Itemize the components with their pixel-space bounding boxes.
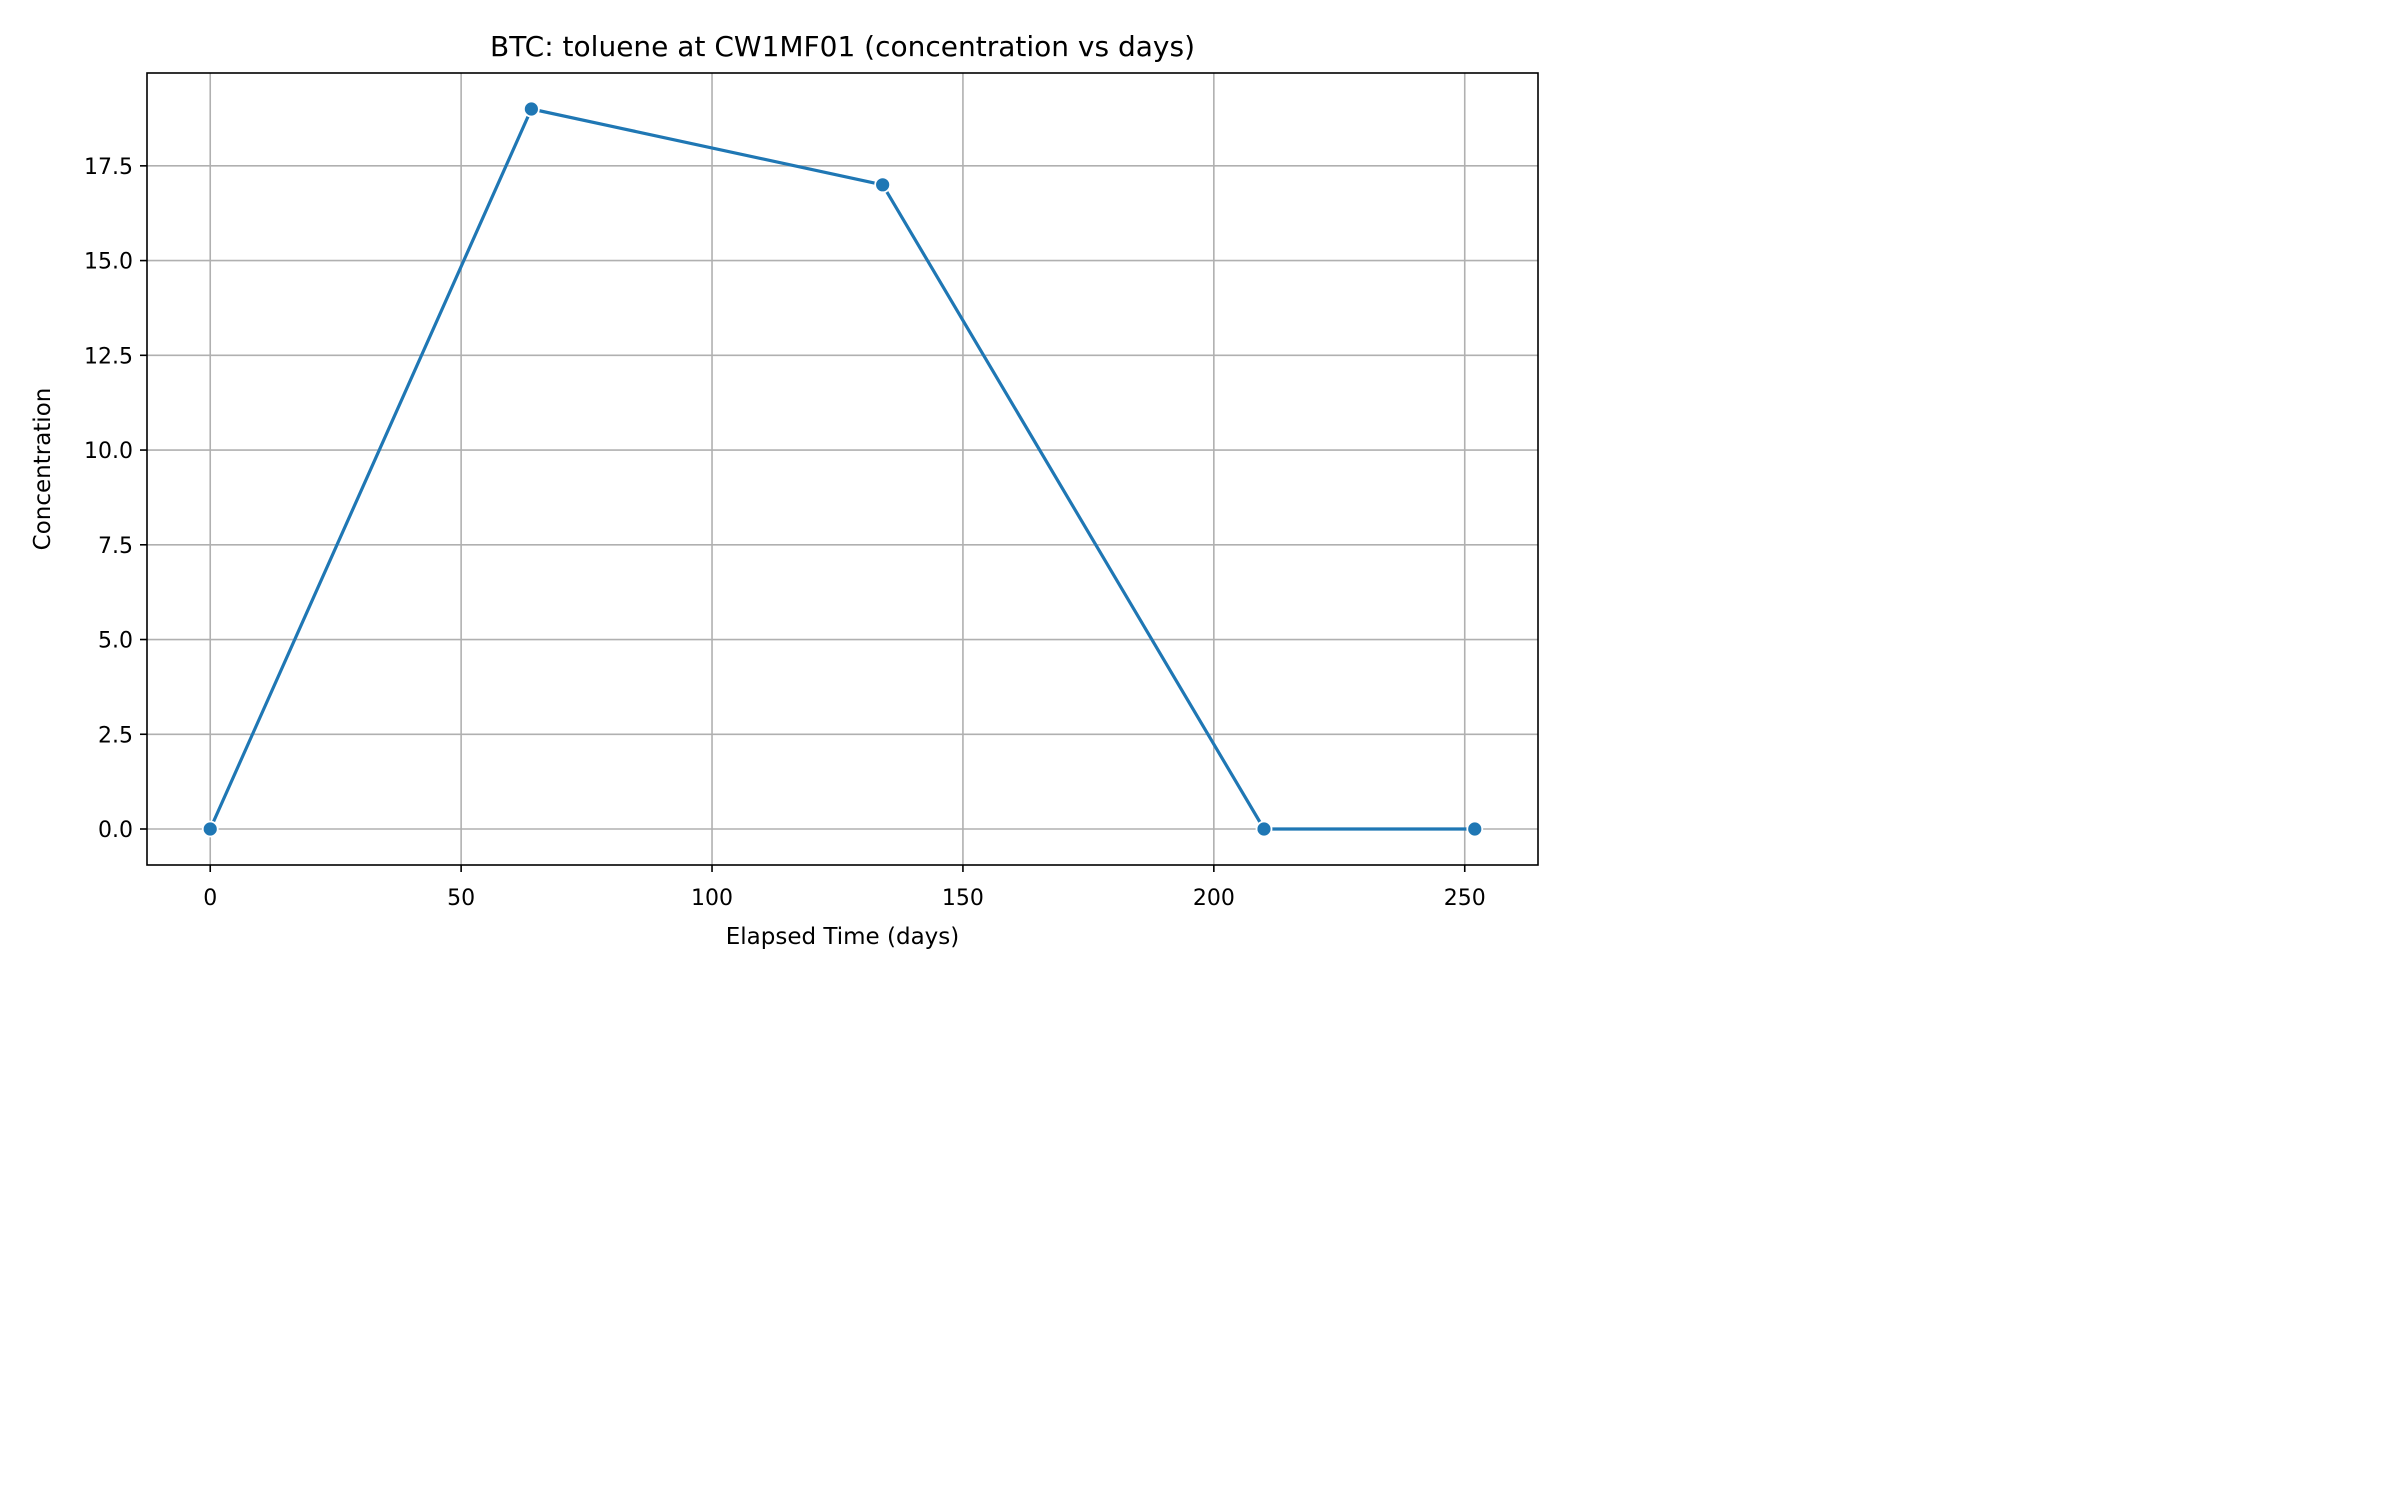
data-point <box>1466 820 1484 838</box>
x-tick-label: 250 <box>1444 886 1486 911</box>
data-point <box>201 820 219 838</box>
line-chart: 0 50 100 150 200 250 0.0 2.5 5.0 7.5 10.0 12.5 15.0 1… <box>0 0 1568 980</box>
x-tick-label: 0 <box>203 886 217 911</box>
chart-title: BTC: toluene at CW1MF01 (concentration v… <box>490 30 1195 63</box>
axis-ticks: 0 50 100 150 200 250 0.0 2.5 5.0 7.5 10.0 12.5 15.0 1… <box>84 155 1486 911</box>
plot-area-frame <box>146 72 1539 866</box>
y-tick-label: 2.5 <box>98 723 133 748</box>
y-axis-title: Concentration <box>30 388 56 551</box>
y-tick-label: 15.0 <box>84 250 133 275</box>
y-tick-label: 0.0 <box>98 818 133 843</box>
y-tick-label: 10.0 <box>84 439 133 464</box>
y-tick-label: 7.5 <box>98 534 133 559</box>
data-point <box>522 100 540 118</box>
chart-figure: 0 50 100 150 200 250 0.0 2.5 5.0 7.5 10.0 12.5 15.0 1… <box>0 0 1568 980</box>
x-tick-label: 100 <box>691 886 733 911</box>
y-tick-label: 12.5 <box>84 344 133 369</box>
data-point <box>874 176 892 194</box>
figure-background <box>0 0 1568 980</box>
x-axis-title: Elapsed Time (days) <box>726 924 960 950</box>
x-tick-label: 50 <box>447 886 475 911</box>
y-tick-label: 5.0 <box>98 629 133 654</box>
y-tick-label: 17.5 <box>84 155 133 180</box>
x-tick-label: 200 <box>1193 886 1235 911</box>
x-tick-label: 150 <box>942 886 984 911</box>
series-layer <box>201 100 1484 838</box>
data-point <box>1255 820 1273 838</box>
